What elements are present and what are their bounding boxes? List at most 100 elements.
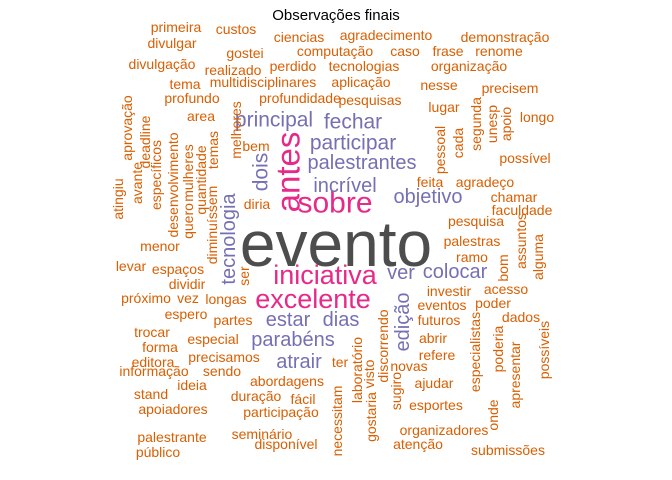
word-atingiu: atingiu [110, 178, 126, 219]
word-longo: longo [520, 109, 554, 125]
word-ramo: ramo [456, 249, 488, 265]
word-espero: espero [165, 306, 208, 322]
word-facil: fácil [291, 391, 316, 407]
word-refere: refere [419, 347, 456, 363]
word-visto: visto [361, 359, 377, 388]
word-frase: frase [432, 43, 463, 59]
word-esportes: esportes [409, 397, 463, 413]
word-editora: editora [132, 354, 175, 370]
word-abrir: abrir [419, 330, 447, 346]
word-especialistas: especialistas [467, 312, 483, 392]
word-divulgar: divulgar [147, 35, 196, 51]
word-eventos: eventos [417, 297, 466, 313]
word-gostaria: gostaria [363, 392, 379, 442]
word-demonstracao: demonstração [461, 29, 550, 45]
word-quantidade: quantidade [193, 145, 209, 215]
word-investir: investir [427, 283, 472, 299]
word-poder: poder [475, 295, 511, 311]
word-alguma: alguma [530, 234, 546, 280]
word-profundidade: profundidade [259, 90, 341, 106]
word-participacao: participação [243, 404, 319, 420]
word-atrair: atrair [276, 351, 322, 373]
word-assuntos: assuntos [513, 213, 529, 269]
word-temas: temas [205, 131, 221, 169]
word-renome: renome [475, 43, 523, 59]
word-estar: estar [266, 309, 311, 331]
word-aplicacao: aplicação [331, 74, 390, 90]
word-fechar: fechar [324, 111, 382, 134]
word-novas: novas [390, 358, 427, 374]
word-mulheres: mulheres [180, 144, 196, 202]
word-quero: quero [180, 203, 196, 239]
word-aprovacao: aprovação [119, 95, 135, 161]
word-dados: dados [502, 309, 540, 325]
word-melhores: melhores [228, 101, 244, 159]
word-seminario: seminário [232, 426, 293, 442]
word-dividir: dividir [169, 276, 206, 292]
word-stand: stand [134, 386, 168, 402]
word-acesso: acesso [484, 281, 529, 297]
word-area: area [187, 108, 215, 124]
word-apoio: apoio [498, 107, 514, 141]
word-incrivel: incrível [313, 175, 376, 197]
word-precisamos: precisamos [188, 349, 260, 365]
word-submissoes: submissões [471, 442, 545, 458]
word-proximo: próximo [121, 290, 171, 306]
word-publico: público [136, 444, 181, 460]
word-ideia: ideia [177, 377, 207, 393]
word-desenvolvimento: desenvolvimento [165, 132, 181, 237]
word-necessitam: necessitam [329, 386, 345, 457]
word-possiveis: possíveis [536, 321, 552, 379]
word-divulgacao: divulgação [129, 56, 196, 72]
word-pesquisas: pesquisas [338, 92, 401, 108]
word-duracao: duração [231, 388, 282, 404]
word-objetivo: objetivo [394, 186, 463, 208]
word-diria: diria [244, 196, 271, 212]
word-realizado: realizado [205, 62, 262, 78]
word-dois: dois [250, 153, 273, 192]
word-disponivel: disponível [254, 436, 317, 452]
word-agradeco: agradeço [456, 174, 515, 190]
word-atencao: atenção [393, 436, 443, 452]
word-organizacao: organização [431, 58, 507, 74]
word-especificos: específicos [148, 140, 164, 210]
word-futuros: futuros [418, 312, 461, 328]
word-parabens: parabéns [251, 329, 334, 351]
word-onde: onde [485, 399, 501, 430]
word-avante: avante [129, 162, 145, 204]
word-partes: partes [214, 312, 253, 328]
word-iniciativa: iniciativa [273, 260, 378, 290]
word-caso: caso [390, 43, 420, 59]
word-laboratorio: laboratório [349, 337, 365, 403]
word-excelente: excelente [255, 284, 371, 314]
word-informacao: informação [119, 363, 188, 379]
word-agradecimento: agradecimento [340, 27, 433, 43]
word-precisem: precisem [482, 80, 539, 96]
word-evento: evento [240, 208, 432, 280]
word-participar: participar [310, 132, 396, 155]
word-computacao: computação [297, 43, 373, 59]
word-sendo: sendo [203, 363, 241, 379]
word-levar: levar [116, 258, 147, 274]
word-organizadores: organizadores [400, 422, 489, 438]
word-principal: principal [235, 109, 313, 132]
word-abordagens: abordagens [250, 373, 324, 389]
word-unesp: unesp [484, 105, 500, 143]
word-ajudar: ajudar [415, 375, 454, 391]
word-custos: custos [216, 21, 256, 37]
word-feita: feita [417, 174, 444, 190]
word-cada: cada [450, 128, 466, 159]
word-lugar: lugar [428, 99, 459, 115]
word-trocar: trocar [134, 324, 170, 340]
word-apresentar: apresentar [507, 341, 523, 408]
word-pesquisa: pesquisa [448, 213, 504, 229]
word-ciencias: ciencias [274, 29, 325, 45]
word-possivel: possível [499, 150, 550, 166]
word-faculdade: faculdade [492, 202, 553, 218]
word-sobre: sobre [297, 187, 372, 220]
word-forma: forma [142, 339, 178, 355]
word-tema: tema [169, 76, 200, 92]
word-gostei: gostei [226, 45, 263, 61]
word-primeira: primeira [151, 19, 202, 35]
